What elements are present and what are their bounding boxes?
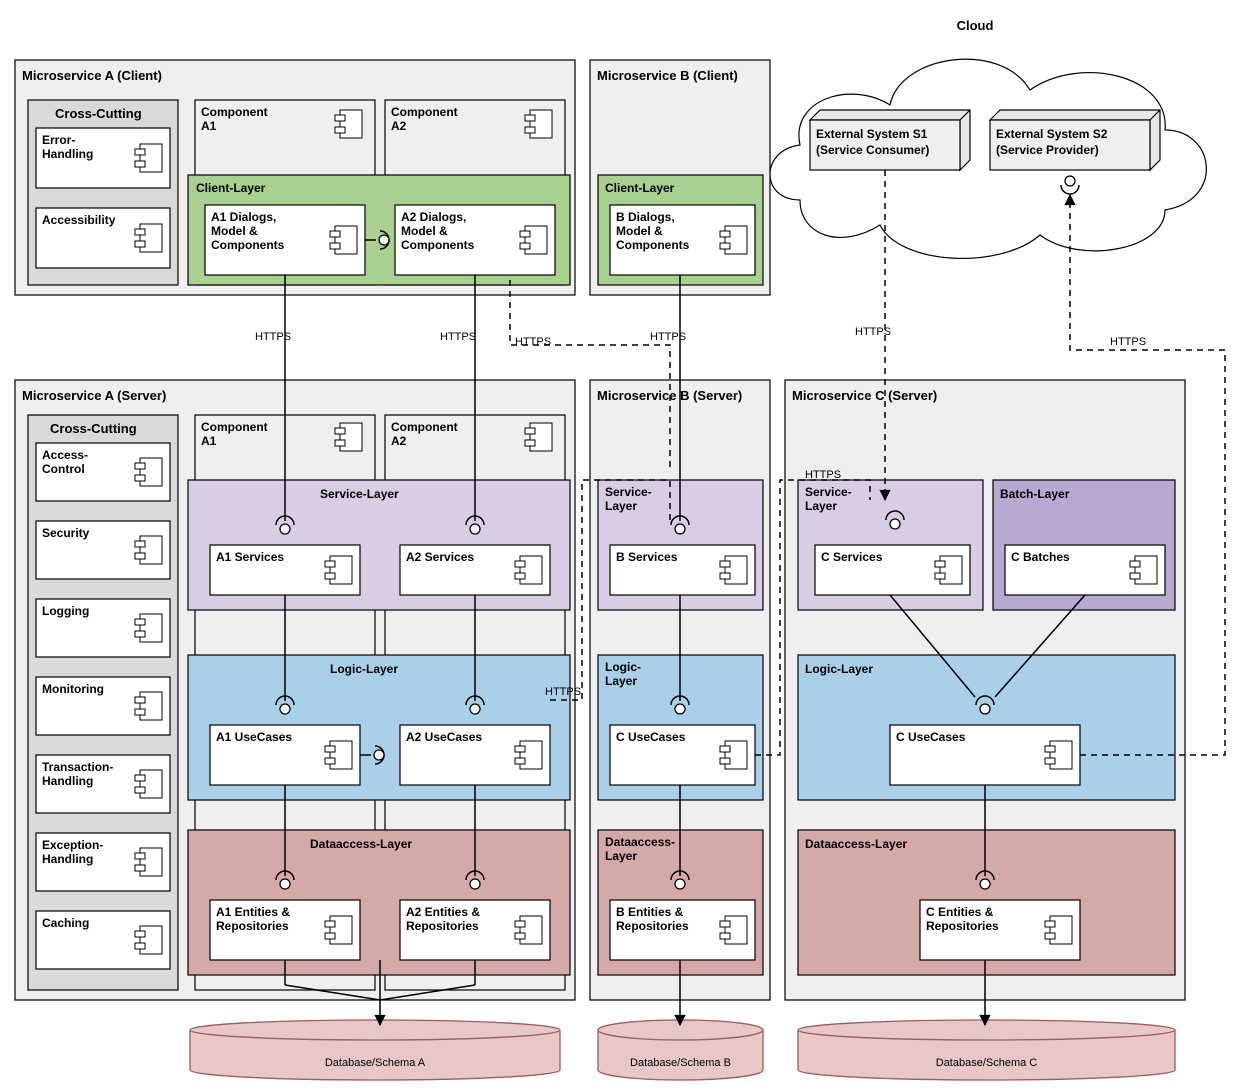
a2-dialogs: A2 Dialogs,Model &Components [395, 205, 555, 275]
svg-text:HTTPS: HTTPS [1110, 336, 1146, 348]
svg-text:Service-Layer: Service-Layer [320, 487, 399, 501]
svg-text:A1 Entities &Repositories: A1 Entities &Repositories [216, 905, 290, 933]
microservice-b-client: Microservice B (Client) Client-Layer B Dia… [590, 60, 770, 295]
svg-text:Cross-Cutting: Cross-Cutting [55, 106, 142, 121]
svg-text:B Services: B Services [616, 550, 678, 564]
svg-text:Database/Schema A: Database/Schema A [325, 1057, 426, 1069]
component-box: C Entities &Repositories [920, 900, 1080, 960]
svg-text:Logic-Layer: Logic-Layer [330, 662, 398, 676]
svg-text:Accessibility: Accessibility [42, 213, 116, 227]
component-box: C UseCases [890, 725, 1080, 785]
b-dialogs: B Dialogs,Model &Components [610, 205, 755, 275]
svg-text:Monitoring: Monitoring [42, 682, 104, 696]
svg-text:Microservice C (Server): Microservice C (Server) [792, 388, 937, 403]
svg-text:Logic-Layer: Logic-Layer [605, 660, 641, 688]
svg-text:External System S1: External System S1 [816, 127, 928, 141]
svg-text:Database/Schema C: Database/Schema C [936, 1057, 1038, 1069]
microservice-c-server: Microservice C (Server)Service-LayerC Se… [785, 380, 1185, 1000]
database: Database/Schema A [190, 1020, 560, 1080]
svg-text:Microservice B (Client): Microservice B (Client) [597, 68, 738, 83]
svg-text:C Batches: C Batches [1011, 550, 1070, 564]
svg-text:C UseCases: C UseCases [616, 730, 686, 744]
crosscut-item: Caching [36, 911, 170, 969]
component-box: C UseCases [610, 725, 755, 785]
svg-text:Security: Security [42, 526, 90, 540]
svg-text:HTTPS: HTTPS [515, 336, 551, 348]
database: Database/Schema B [598, 1020, 763, 1080]
component-box: A2 Entities &Repositories [400, 900, 550, 960]
svg-text:A2 UseCases: A2 UseCases [406, 730, 482, 744]
crosscut-item: Accessibility [36, 208, 170, 268]
component-box: A1 Services [210, 545, 360, 595]
svg-text:A2 Services: A2 Services [406, 550, 474, 564]
svg-text:C Entities &Repositories: C Entities &Repositories [926, 905, 999, 933]
svg-text:Cross-Cutting: Cross-Cutting [50, 421, 137, 436]
svg-text:Dataaccess-Layer: Dataaccess-Layer [310, 837, 412, 851]
component-box: C Batches [1005, 545, 1165, 595]
svg-text:HTTPS: HTTPS [545, 686, 581, 698]
svg-text:Logging: Logging [42, 604, 89, 618]
svg-text:B Entities &Repositories: B Entities &Repositories [616, 905, 689, 933]
crosscut-item: Error-Handling [36, 128, 170, 188]
svg-text:HTTPS: HTTPS [855, 326, 891, 338]
svg-text:C Services: C Services [821, 550, 883, 564]
svg-text:Microservice A (Client): Microservice A (Client) [22, 68, 162, 83]
svg-text:Dataaccess-Layer: Dataaccess-Layer [805, 837, 907, 851]
svg-text:C UseCases: C UseCases [896, 730, 966, 744]
database: Database/Schema C [798, 1020, 1175, 1080]
svg-text:Logic-Layer: Logic-Layer [805, 662, 873, 676]
crosscut-item: Monitoring [36, 677, 170, 735]
crosscut-item: Transaction-Handling [36, 755, 170, 813]
svg-text:(Service Provider): (Service Provider) [996, 143, 1099, 157]
svg-text:Microservice A (Server): Microservice A (Server) [22, 388, 166, 403]
component-box: B Entities &Repositories [610, 900, 755, 960]
svg-text:A1 Services: A1 Services [216, 550, 284, 564]
crosscut-item: Access-Control [36, 443, 170, 501]
component-box: A2 Services [400, 545, 550, 595]
architecture-diagram: Cloud External System S1 (Service Consumer… [0, 0, 1251, 1092]
svg-text:External System S2: External System S2 [996, 127, 1108, 141]
svg-text:Access-Control: Access-Control [42, 448, 88, 476]
component-box: A1 UseCases [210, 725, 360, 785]
component-box: A1 Entities &Repositories [210, 900, 360, 960]
microservice-a-client: Microservice A (Client) Cross-Cutting Erro… [15, 60, 575, 295]
svg-text:Cloud: Cloud [957, 18, 994, 33]
crosscut-item: Logging [36, 599, 170, 657]
crosscut-item: Security [36, 521, 170, 579]
svg-text:HTTPS: HTTPS [440, 331, 476, 343]
svg-text:A2 Entities &Repositories: A2 Entities &Repositories [406, 905, 480, 933]
component-box: B Services [610, 545, 755, 595]
svg-text:HTTPS: HTTPS [805, 469, 841, 481]
svg-text:HTTPS: HTTPS [650, 331, 686, 343]
svg-text:Client-Layer: Client-Layer [605, 181, 675, 195]
component-box: A2 UseCases [400, 725, 550, 785]
crosscut-item: Exception-Handling [36, 833, 170, 891]
microservice-a-server: Microservice A (Server) Cross-Cutting Acce… [15, 380, 575, 1000]
a1-dialogs: A1 Dialogs,Model &Components [205, 205, 365, 275]
cloud: Cloud External System S1 (Service Consumer… [770, 18, 1206, 258]
svg-text:Batch-Layer: Batch-Layer [1000, 487, 1070, 501]
svg-text:Database/Schema B: Database/Schema B [630, 1057, 731, 1069]
svg-text:(Service Consumer): (Service Consumer) [816, 143, 929, 157]
component-box: C Services [815, 545, 970, 595]
svg-text:Client-Layer: Client-Layer [196, 181, 266, 195]
svg-text:A1 UseCases: A1 UseCases [216, 730, 292, 744]
svg-text:HTTPS: HTTPS [255, 331, 291, 343]
svg-text:Caching: Caching [42, 916, 89, 930]
